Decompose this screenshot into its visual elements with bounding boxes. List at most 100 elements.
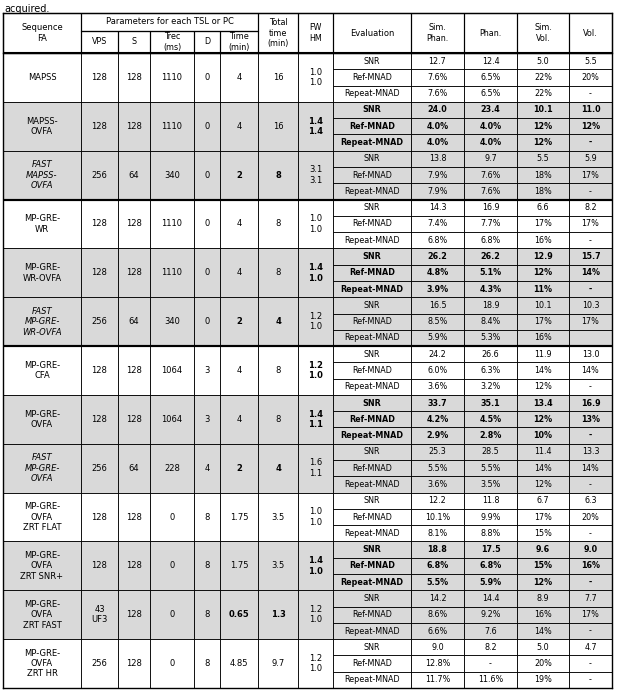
Text: 4.2%: 4.2% bbox=[426, 415, 449, 424]
Bar bbox=[411, 167, 464, 184]
Text: 128: 128 bbox=[126, 366, 142, 375]
Text: MP-GRE-
OVFA
ZRT FLAT: MP-GRE- OVFA ZRT FLAT bbox=[23, 502, 61, 532]
Text: 24.2: 24.2 bbox=[429, 350, 446, 359]
Text: 1.2
1.0: 1.2 1.0 bbox=[309, 605, 322, 624]
Bar bbox=[333, 525, 411, 542]
Text: 340: 340 bbox=[164, 170, 180, 179]
Text: 19%: 19% bbox=[534, 676, 552, 684]
Text: FW
HM: FW HM bbox=[309, 23, 322, 43]
Bar bbox=[3, 444, 81, 493]
Text: 3.5: 3.5 bbox=[271, 562, 285, 571]
Bar bbox=[517, 428, 569, 444]
Text: 4.5%: 4.5% bbox=[479, 415, 502, 424]
Text: 5.3%: 5.3% bbox=[480, 333, 500, 342]
Text: 12%: 12% bbox=[581, 121, 600, 131]
Bar bbox=[333, 102, 411, 118]
Bar bbox=[411, 135, 464, 150]
Bar bbox=[3, 591, 81, 639]
Bar bbox=[194, 639, 220, 688]
Text: 5.0: 5.0 bbox=[537, 643, 549, 652]
Bar bbox=[220, 297, 258, 346]
Text: 5.5%: 5.5% bbox=[428, 464, 448, 473]
Bar bbox=[150, 248, 194, 297]
Text: 15.7: 15.7 bbox=[580, 252, 600, 261]
Bar bbox=[517, 199, 569, 216]
Text: 4.8%: 4.8% bbox=[426, 268, 449, 277]
Bar bbox=[517, 232, 569, 248]
Bar bbox=[569, 395, 612, 411]
Text: Ref-MNAD: Ref-MNAD bbox=[349, 121, 395, 131]
Text: 128: 128 bbox=[92, 415, 108, 424]
Bar bbox=[194, 395, 220, 444]
Text: 15%: 15% bbox=[534, 562, 552, 571]
Text: 5.5: 5.5 bbox=[584, 57, 597, 66]
Text: 16%: 16% bbox=[534, 333, 552, 342]
Text: 12.7: 12.7 bbox=[429, 57, 446, 66]
Bar bbox=[464, 313, 517, 330]
Bar bbox=[464, 607, 517, 623]
Bar bbox=[464, 493, 517, 509]
Bar bbox=[298, 248, 333, 297]
Bar bbox=[118, 31, 150, 53]
Bar bbox=[81, 13, 258, 31]
Bar bbox=[569, 591, 612, 607]
Text: Repeat-MNAD: Repeat-MNAD bbox=[344, 676, 400, 684]
Bar bbox=[150, 444, 194, 493]
Text: 128: 128 bbox=[126, 659, 142, 668]
Bar bbox=[298, 199, 333, 248]
Bar bbox=[258, 493, 298, 542]
Text: 128: 128 bbox=[126, 562, 142, 571]
Bar bbox=[298, 102, 333, 150]
Text: 6.6%: 6.6% bbox=[428, 627, 447, 635]
Text: 6.0%: 6.0% bbox=[428, 366, 447, 375]
Text: 16: 16 bbox=[273, 73, 284, 82]
Text: 4: 4 bbox=[236, 415, 242, 424]
Bar bbox=[333, 411, 411, 428]
Text: -: - bbox=[589, 431, 592, 440]
Bar bbox=[569, 623, 612, 639]
Bar bbox=[194, 542, 220, 591]
Bar bbox=[569, 167, 612, 184]
Bar bbox=[569, 135, 612, 150]
Bar bbox=[298, 639, 333, 688]
Bar bbox=[333, 150, 411, 167]
Bar bbox=[298, 346, 333, 395]
Text: Repeat-MNAD: Repeat-MNAD bbox=[344, 382, 400, 391]
Text: 12%: 12% bbox=[533, 415, 552, 424]
Text: 13.0: 13.0 bbox=[582, 350, 599, 359]
Bar bbox=[411, 362, 464, 379]
Bar bbox=[517, 167, 569, 184]
Bar bbox=[569, 248, 612, 265]
Bar bbox=[220, 102, 258, 150]
Bar bbox=[150, 53, 194, 102]
Text: 7.4%: 7.4% bbox=[428, 219, 448, 228]
Text: 14%: 14% bbox=[534, 366, 552, 375]
Bar bbox=[464, 216, 517, 232]
Text: 17%: 17% bbox=[534, 317, 552, 326]
Bar bbox=[220, 493, 258, 542]
Bar bbox=[464, 525, 517, 542]
Text: 5.0: 5.0 bbox=[537, 57, 549, 66]
Text: FAST
MAPSS-
OVFA: FAST MAPSS- OVFA bbox=[26, 160, 58, 190]
Text: 8.5%: 8.5% bbox=[428, 317, 448, 326]
Bar bbox=[517, 216, 569, 232]
Text: 10.1: 10.1 bbox=[534, 301, 552, 310]
Text: 12.8%: 12.8% bbox=[425, 659, 450, 668]
Bar bbox=[464, 460, 517, 476]
Text: MP-GRE-
OVFA
ZRT FAST: MP-GRE- OVFA ZRT FAST bbox=[22, 600, 61, 630]
Bar bbox=[464, 542, 517, 558]
Bar bbox=[81, 248, 118, 297]
Text: 23.4: 23.4 bbox=[481, 106, 500, 115]
Bar bbox=[411, 313, 464, 330]
Text: Sim.
Phan.: Sim. Phan. bbox=[426, 23, 449, 43]
Text: 18%: 18% bbox=[534, 170, 552, 179]
Bar bbox=[333, 639, 411, 656]
Text: Parameters for each TSL or PC: Parameters for each TSL or PC bbox=[106, 17, 234, 26]
Bar bbox=[81, 102, 118, 150]
Bar bbox=[333, 656, 411, 672]
Text: Ref-MNAD: Ref-MNAD bbox=[352, 219, 392, 228]
Bar bbox=[464, 444, 517, 460]
Text: 8: 8 bbox=[275, 415, 281, 424]
Text: 64: 64 bbox=[129, 317, 140, 326]
Bar bbox=[194, 150, 220, 199]
